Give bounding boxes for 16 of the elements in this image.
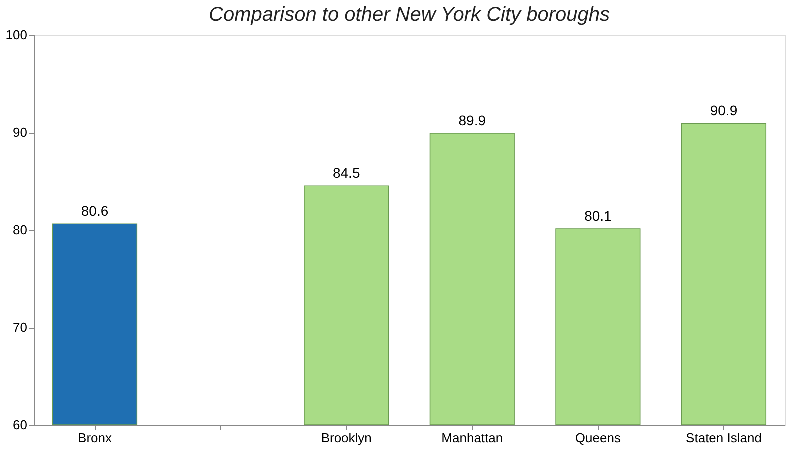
chart-title: Comparison to other New York City boroughs [209, 4, 610, 26]
data-label: 80.6 [81, 203, 109, 220]
x-tick-label: Staten Island [686, 430, 762, 446]
data-label: 89.9 [458, 112, 486, 128]
data-label: 80.1 [584, 208, 612, 224]
x-tick-label: Manhattan [442, 430, 504, 446]
x-tick-label: Brooklyn [321, 430, 372, 446]
y-tick-label: 70 [13, 320, 28, 335]
data-label: 84.5 [332, 165, 360, 182]
x-tick-label: Bronx [78, 430, 112, 446]
y-tick-label: 100 [6, 28, 28, 42]
y-tick-label: 90 [13, 125, 28, 140]
y-tick-label: 80 [13, 222, 28, 238]
y-tick-label: 60 [13, 418, 28, 432]
x-tick-label: Queens [575, 430, 622, 446]
data-label: 90.9 [710, 102, 738, 119]
